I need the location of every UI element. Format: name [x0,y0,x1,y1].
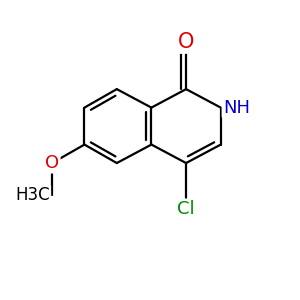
Text: Cl: Cl [177,200,195,218]
Text: H3C: H3C [15,186,50,204]
Text: NH: NH [223,99,250,117]
Text: O: O [45,154,59,172]
Text: O: O [178,32,194,52]
